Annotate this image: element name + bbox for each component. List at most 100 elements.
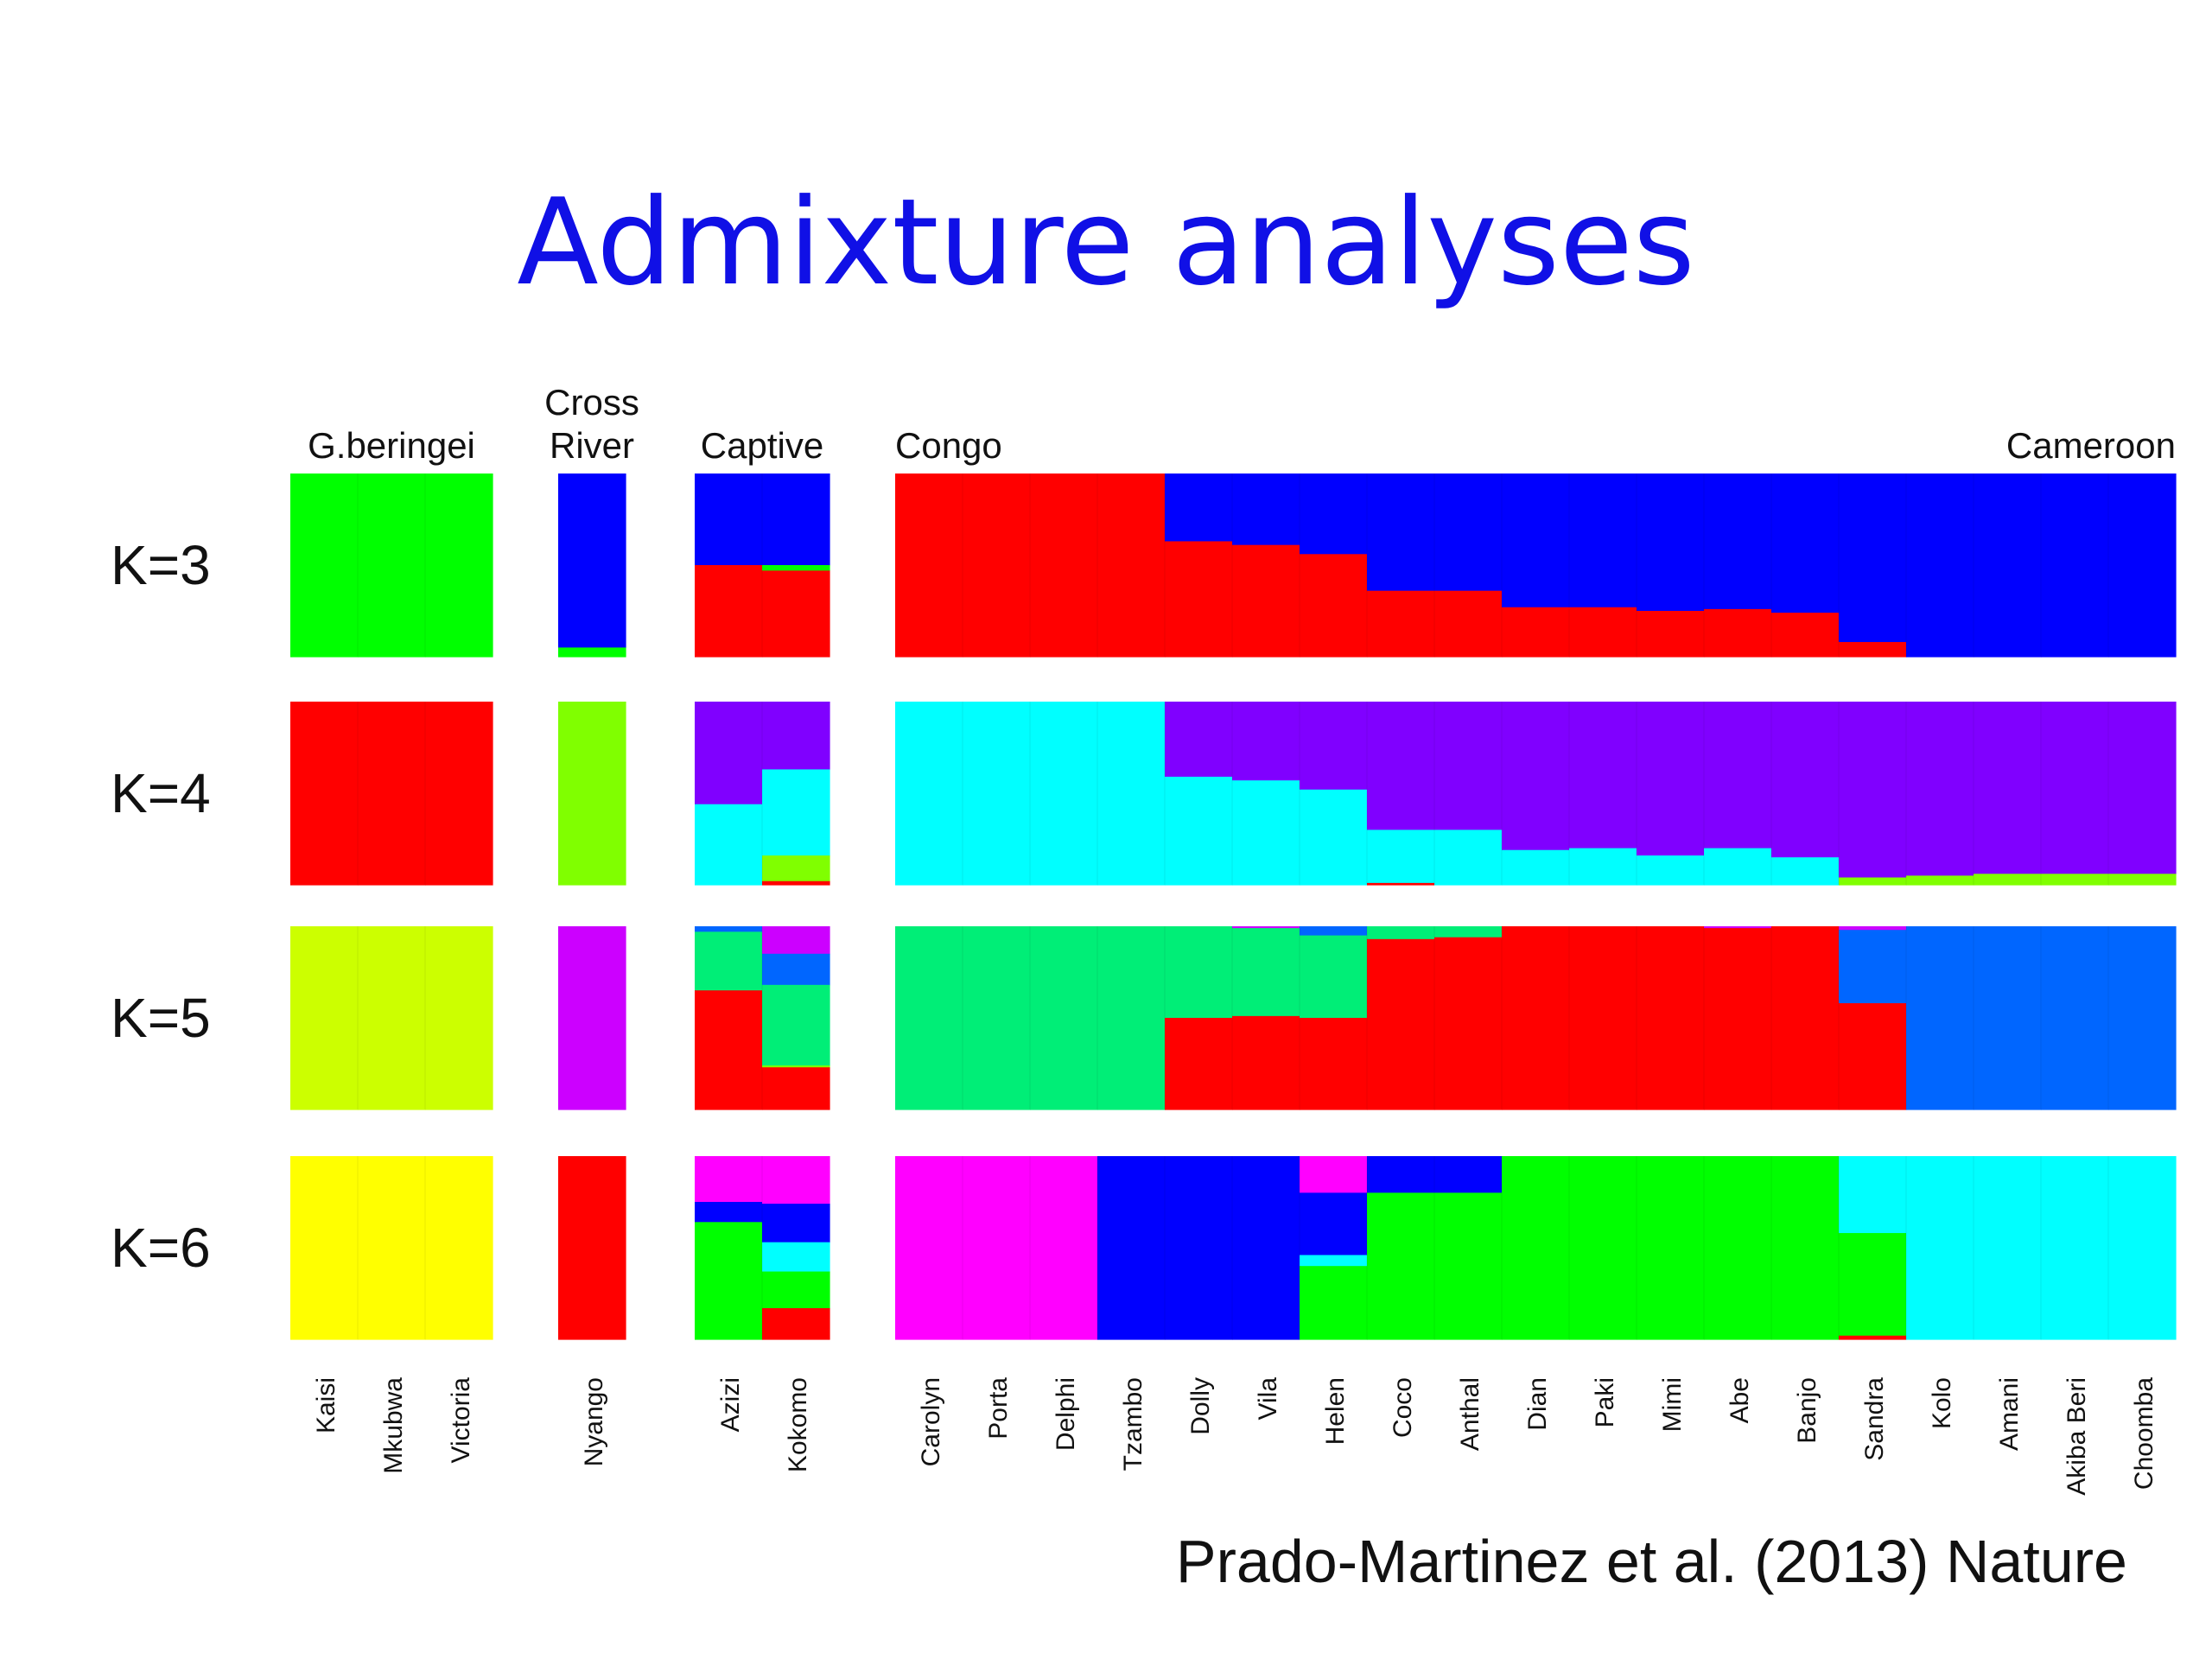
bar-k-5-sandra-azure xyxy=(1839,930,1907,1004)
group-label-g-beringei: G.beringei xyxy=(308,425,475,466)
bar-k-5-kaisi-chartreuse xyxy=(290,926,359,1110)
bar-k-6-helen-green xyxy=(1300,1266,1368,1340)
bar-k-3-coco-blue xyxy=(1367,474,1435,592)
bar-k-3-nyango-green xyxy=(558,647,626,658)
row-label-k-5: K=5 xyxy=(111,987,211,1049)
bar-k-4-amani-lime xyxy=(1974,874,2042,886)
bar-k-3-amani-blue xyxy=(1974,474,2042,658)
sample-label-mimi: Mimi xyxy=(1658,1377,1687,1432)
bar-k-4-choomba-purple xyxy=(2108,702,2177,874)
bar-k-6-nyango-red xyxy=(558,1156,626,1340)
bar-k-5-mkubwa-chartreuse xyxy=(358,926,426,1110)
bar-k-3-dolly-blue xyxy=(1165,474,1233,543)
bar-k-6-helen-blue xyxy=(1300,1192,1368,1256)
bar-k-3-helen-blue xyxy=(1300,474,1368,555)
sample-label-delphi: Delphi xyxy=(1052,1377,1080,1451)
bar-k-5-choomba-azure xyxy=(2108,926,2177,1110)
bar-k-5-kokomo-red xyxy=(762,1067,830,1110)
sample-label-mkubwa: Mkubwa xyxy=(379,1377,408,1474)
bar-k-6-amani-cyan xyxy=(1974,1156,2042,1340)
citation: Prado-Martinez et al. (2013) Nature xyxy=(1175,1528,2127,1595)
bar-k-4-abe-purple xyxy=(1704,702,1772,849)
bar-k-4-kokomo-cyan xyxy=(762,769,830,856)
bar-k-5-mimi-red xyxy=(1637,926,1705,1110)
bar-k-6-azizi-green xyxy=(695,1222,763,1340)
bar-k-5-azizi-red xyxy=(695,990,763,1110)
bar-k-3-coco-red xyxy=(1367,590,1435,658)
bar-k-5-porta-mint xyxy=(963,926,1031,1110)
bar-k-3-nyango-blue xyxy=(558,474,626,648)
bar-k-3-sandra-blue xyxy=(1839,474,1907,643)
bar-k-4-paki-purple xyxy=(1569,702,1637,849)
bar-k-4-dolly-purple xyxy=(1165,702,1233,778)
row-label-k-3: K=3 xyxy=(111,534,211,596)
bar-k-6-vila-blue xyxy=(1232,1156,1300,1340)
bar-k-6-kokomo-red xyxy=(762,1307,830,1340)
bar-k-6-kokomo-green xyxy=(762,1271,830,1309)
bar-k-3-abe-blue xyxy=(1704,474,1772,610)
sample-label-choomba: Choomba xyxy=(2130,1377,2158,1490)
bar-k-5-sandra-violet xyxy=(1839,926,1907,931)
bar-k-3-dian-blue xyxy=(1502,474,1570,608)
bar-k-4-helen-cyan xyxy=(1300,789,1368,886)
bar-k-6-mimi-green xyxy=(1637,1156,1705,1340)
sample-label-sandra: Sandra xyxy=(1860,1377,1889,1461)
bar-k-3-mkubwa-green xyxy=(358,474,426,658)
bar-k-5-paki-red xyxy=(1569,926,1637,1110)
bar-k-5-sandra-red xyxy=(1839,1003,1907,1110)
bar-k-6-dolly-blue xyxy=(1165,1156,1233,1340)
bar-k-6-choomba-cyan xyxy=(2108,1156,2177,1340)
sample-label-amani: Amani xyxy=(1995,1377,2024,1451)
bar-k-6-paki-green xyxy=(1569,1156,1637,1340)
bar-k-5-azizi-azure xyxy=(695,926,763,932)
sample-label-paki: Paki xyxy=(1591,1377,1619,1427)
bar-k-6-sandra-red xyxy=(1839,1335,1907,1340)
bar-k-3-anthal-blue xyxy=(1434,474,1503,592)
bar-k-3-mimi-red xyxy=(1637,611,1705,658)
bar-k-6-akiba-beri-cyan xyxy=(2041,1156,2109,1340)
row-label-k-4: K=4 xyxy=(111,762,211,824)
bar-k-5-tzambo-mint xyxy=(1097,926,1166,1110)
bar-k-5-helen-mint xyxy=(1300,935,1368,1019)
bar-k-5-helen-azure xyxy=(1300,926,1368,937)
bar-k-6-victoria-yellow xyxy=(425,1156,493,1340)
bar-k-3-azizi-red xyxy=(695,565,763,658)
bar-k-6-delphi-magenta xyxy=(1030,1156,1098,1340)
bar-k-4-coco-red xyxy=(1367,882,1435,886)
bar-k-4-victoria-red xyxy=(425,702,493,886)
sample-label-kokomo: Kokomo xyxy=(784,1377,812,1472)
bar-k-6-anthal-green xyxy=(1434,1192,1503,1340)
bar-k-6-anthal-blue xyxy=(1434,1156,1503,1193)
bar-k-4-delphi-cyan xyxy=(1030,702,1098,886)
bar-k-3-delphi-red xyxy=(1030,474,1098,658)
slide-title: Admixture analyses xyxy=(517,173,1695,312)
bar-k-6-kokomo-blue xyxy=(762,1204,830,1243)
bar-k-3-dolly-red xyxy=(1165,541,1233,658)
bar-k-4-mimi-purple xyxy=(1637,702,1705,856)
bar-k-4-choomba-lime xyxy=(2108,874,2177,886)
bar-k-4-dian-cyan xyxy=(1502,849,1570,886)
bar-k-6-helen-cyan xyxy=(1300,1255,1368,1267)
bar-k-3-carolyn-red xyxy=(895,474,963,658)
bar-k-4-sandra-purple xyxy=(1839,702,1907,879)
bar-k-5-abe-violet xyxy=(1704,926,1772,929)
bar-k-4-anthal-cyan xyxy=(1434,830,1503,886)
bar-k-4-dolly-cyan xyxy=(1165,776,1233,886)
bar-k-6-porta-magenta xyxy=(963,1156,1031,1340)
bar-k-5-delphi-mint xyxy=(1030,926,1098,1110)
bar-k-4-kokomo-lime xyxy=(762,855,830,882)
group-label-cameroon: Cameroon xyxy=(2006,425,2176,466)
bar-k-5-kokomo-lime xyxy=(762,1065,830,1068)
bar-k-4-azizi-cyan xyxy=(695,804,763,886)
bar-k-3-abe-red xyxy=(1704,608,1772,658)
bar-k-5-vila-red xyxy=(1232,1015,1300,1110)
bar-k-6-tzambo-blue xyxy=(1097,1156,1166,1340)
bar-k-4-tzambo-cyan xyxy=(1097,702,1166,886)
bar-k-6-carolyn-magenta xyxy=(895,1156,963,1340)
bar-k-5-anthal-red xyxy=(1434,937,1503,1110)
bar-k-5-abe-red xyxy=(1704,928,1772,1110)
bar-k-4-mkubwa-red xyxy=(358,702,426,886)
sample-label-carolyn: Carolyn xyxy=(917,1377,945,1466)
bar-k-5-banjo-red xyxy=(1771,926,1840,1110)
